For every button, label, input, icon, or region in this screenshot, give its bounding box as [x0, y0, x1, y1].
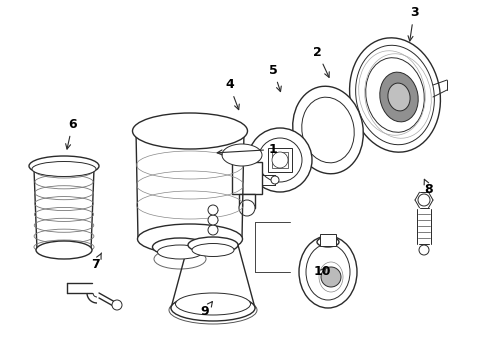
Text: 9: 9 — [200, 302, 213, 318]
Circle shape — [208, 205, 218, 215]
Ellipse shape — [36, 241, 92, 259]
Ellipse shape — [171, 295, 255, 321]
Text: 1: 1 — [217, 143, 278, 156]
Bar — [272, 152, 288, 168]
Ellipse shape — [222, 144, 262, 166]
Circle shape — [271, 176, 279, 184]
Circle shape — [248, 128, 312, 192]
Text: 6: 6 — [66, 118, 77, 149]
Ellipse shape — [29, 156, 99, 176]
Text: 3: 3 — [408, 6, 418, 41]
Bar — [232, 162, 262, 194]
Circle shape — [258, 138, 302, 182]
Ellipse shape — [317, 237, 339, 247]
Ellipse shape — [302, 97, 354, 163]
Ellipse shape — [306, 244, 350, 300]
Ellipse shape — [188, 237, 238, 253]
Ellipse shape — [349, 38, 441, 152]
Text: 8: 8 — [424, 179, 433, 195]
Ellipse shape — [299, 236, 357, 308]
Ellipse shape — [293, 86, 363, 174]
Circle shape — [321, 267, 341, 287]
Ellipse shape — [380, 72, 418, 122]
Ellipse shape — [152, 238, 207, 256]
Text: 2: 2 — [313, 46, 329, 77]
Text: 7: 7 — [91, 253, 101, 271]
Circle shape — [418, 194, 430, 206]
Circle shape — [208, 215, 218, 225]
Bar — [268, 148, 292, 172]
Ellipse shape — [132, 113, 247, 149]
Ellipse shape — [175, 293, 250, 315]
Ellipse shape — [192, 243, 234, 256]
Bar — [320, 234, 336, 246]
Circle shape — [239, 200, 255, 216]
Bar — [239, 194, 255, 208]
Text: 4: 4 — [225, 78, 239, 110]
Ellipse shape — [356, 45, 434, 145]
Text: 10: 10 — [314, 265, 331, 278]
Ellipse shape — [32, 162, 96, 176]
Circle shape — [112, 300, 122, 310]
Ellipse shape — [366, 58, 424, 132]
Text: 5: 5 — [269, 64, 281, 91]
Circle shape — [419, 245, 429, 255]
Circle shape — [208, 225, 218, 235]
Circle shape — [272, 152, 288, 168]
Ellipse shape — [138, 224, 243, 254]
Ellipse shape — [388, 83, 410, 111]
Ellipse shape — [157, 245, 202, 259]
